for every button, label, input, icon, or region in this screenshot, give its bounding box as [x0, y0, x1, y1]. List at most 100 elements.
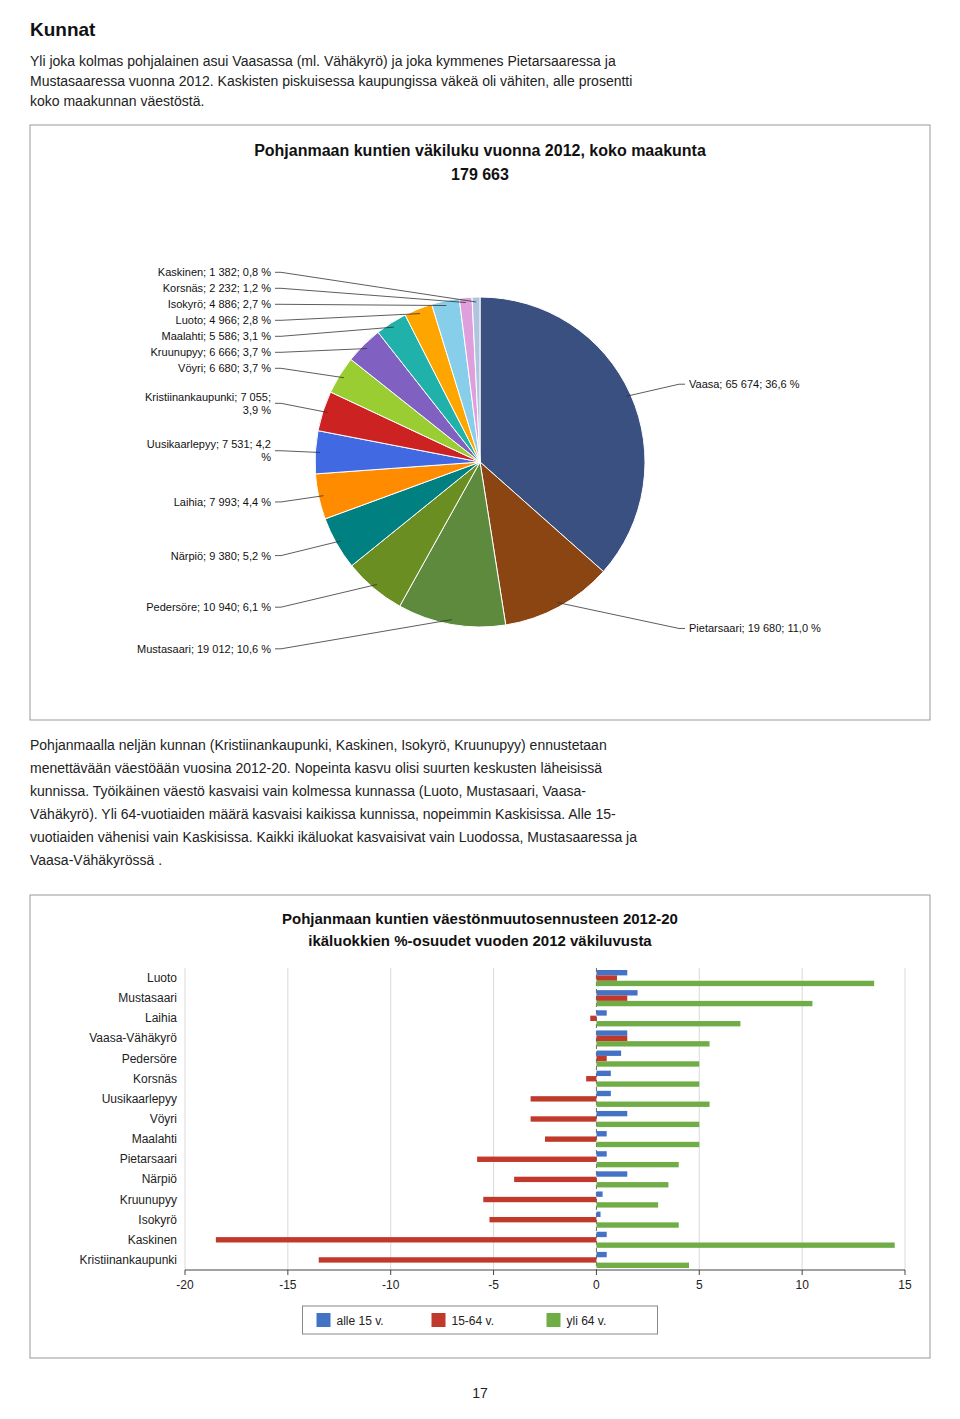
- bar: [545, 1136, 596, 1141]
- tick-label: -15: [279, 1278, 297, 1292]
- leader-line: [275, 327, 394, 336]
- category-label: Isokyrö: [138, 1213, 177, 1227]
- bar: [596, 1071, 610, 1076]
- chart-title: Pohjanmaan kuntien väestönmuutosennustee…: [282, 910, 678, 927]
- bar: [590, 1016, 596, 1021]
- leader-line: [275, 496, 324, 502]
- tick-label: 5: [696, 1278, 703, 1292]
- data-label: Luoto; 4 966; 2,8 %: [176, 314, 272, 326]
- category-label: Vaasa-Vähäkyrö: [89, 1031, 177, 1045]
- bar: [596, 1162, 678, 1167]
- bar: [596, 1010, 606, 1015]
- bar: [319, 1257, 597, 1262]
- leader-line: [275, 304, 446, 305]
- tick-label: -5: [488, 1278, 499, 1292]
- leader-line: [275, 272, 476, 302]
- label-line: Laihia; 7 993; 4,4 %: [174, 496, 271, 508]
- heading: Kunnat: [30, 19, 96, 40]
- slices: [315, 297, 645, 627]
- page-canvas: Kunnat Yli joka kolmas pohjalainen asui V…: [0, 0, 960, 1419]
- paragraph-line: menettävään väestöään vuosina 2012-20. N…: [30, 760, 602, 776]
- pie-chart: Pohjanmaan kuntien väkiluku vuonna 2012,…: [30, 125, 930, 720]
- bar: [514, 1177, 596, 1182]
- paragraph-line: kunnissa. Työikäinen väestö kasvaisi vai…: [30, 783, 586, 799]
- x-axis: -20-15-10-5051015: [176, 1270, 912, 1292]
- data-label: Mustasaari; 19 012; 10,6 %: [137, 643, 271, 655]
- bar: [596, 1182, 668, 1187]
- legend-frame: [303, 1306, 658, 1334]
- leader-line: [275, 368, 344, 377]
- bar: [586, 1076, 596, 1081]
- page: {"page": { "heading": "Kunnat", "paragra…: [0, 0, 960, 1419]
- grid-line: [699, 968, 700, 1270]
- bar: [596, 1021, 740, 1026]
- bar: [596, 1041, 709, 1046]
- leader-line: [275, 288, 466, 302]
- leader-line: [275, 349, 367, 353]
- data-label: Vaasa; 65 674; 36,6 %: [689, 378, 800, 390]
- tick-mark: [493, 1270, 494, 1275]
- leader-line: [275, 620, 452, 649]
- background: [0, 0, 960, 1419]
- paragraph-line: Vaasa-Vähäkyrössä .: [30, 852, 162, 868]
- leader-line: [275, 451, 320, 453]
- paragraph-line: Vähäkyrö). Yli 64-vuotiaiden määrä kasva…: [30, 806, 616, 822]
- paragraph-line: vuotiaiden vähenisi vain Kaskisissa. Kai…: [30, 829, 637, 845]
- category-label: Pedersöre: [122, 1052, 178, 1066]
- label-line: Kristiinankaupunki; 7 055;: [145, 391, 271, 403]
- category-label: Pietarsaari: [120, 1152, 177, 1166]
- bar: [596, 1111, 627, 1116]
- legend-swatch: [317, 1313, 331, 1327]
- bar: [596, 1030, 627, 1035]
- bar: [596, 1142, 699, 1147]
- label-line: Pedersöre; 10 940; 6,1 %: [146, 601, 271, 613]
- bar: [596, 1232, 606, 1237]
- axis-line: [185, 1270, 905, 1271]
- leader-line: [275, 314, 420, 321]
- bar: [596, 975, 617, 980]
- category-label: Korsnäs: [133, 1072, 177, 1086]
- data-label: Korsnäs; 2 232; 1,2 %: [163, 282, 271, 294]
- leader-line: [557, 602, 685, 628]
- bar: [596, 1131, 606, 1136]
- leader-line: [626, 384, 685, 396]
- tick-mark: [390, 1270, 391, 1275]
- bar: [477, 1157, 596, 1162]
- category-label: Närpiö: [142, 1172, 178, 1186]
- bar: [596, 981, 874, 986]
- tick-label: 15: [898, 1278, 912, 1292]
- grid-line: [802, 968, 803, 1270]
- bar: [596, 1122, 699, 1127]
- category-label: Luoto: [147, 971, 177, 985]
- label-line: Pietarsaari; 19 680; 11,0 %: [689, 622, 821, 634]
- category-label: Kristiinankaupunki: [80, 1253, 177, 1267]
- tick-label: 0: [593, 1278, 600, 1292]
- label-line: Kaskinen; 1 382; 0,8 %: [158, 266, 271, 278]
- page-number: 17: [472, 1385, 488, 1401]
- category-label: Kruunupyy: [120, 1193, 177, 1207]
- paragraph-line: Yli joka kolmas pohjalainen asui Vaasass…: [30, 53, 616, 69]
- data-labels: Vaasa; 65 674; 36,6 % Pietarsaari; 19 680…: [137, 266, 821, 655]
- grid-line: [390, 968, 391, 1270]
- tick-mark: [287, 1270, 288, 1275]
- bar: [531, 1096, 597, 1101]
- bar: [596, 1263, 689, 1268]
- bar: [596, 1252, 606, 1257]
- bar: [596, 1151, 606, 1156]
- paragraph-line: Mustasaaressa vuonna 2012. Kaskisten pis…: [30, 73, 632, 89]
- grid-line: [905, 968, 906, 1270]
- chart-subtitle: 179 663: [451, 166, 509, 183]
- grid-line: [185, 968, 186, 1270]
- data-label: Kaskinen; 1 382; 0,8 %: [158, 266, 271, 278]
- tick-mark: [596, 1270, 597, 1275]
- y-axis: LuotoMustasaariLaihiaVaasa-VähäkyröPeder…: [80, 971, 178, 1267]
- bar: [596, 990, 637, 995]
- tick-mark: [905, 1270, 906, 1275]
- category-label: Vöyri: [150, 1112, 177, 1126]
- bar: [596, 1081, 699, 1086]
- label-line: Vöyri; 6 680; 3,7 %: [178, 362, 271, 374]
- label-line: Kruunupyy; 6 666; 3,7 %: [151, 346, 272, 358]
- label-line: Isokyrö; 4 886; 2,7 %: [168, 298, 272, 310]
- bar-chart: Pohjanmaan kuntien väestönmuutosennustee…: [30, 895, 930, 1358]
- tick-label: 10: [795, 1278, 809, 1292]
